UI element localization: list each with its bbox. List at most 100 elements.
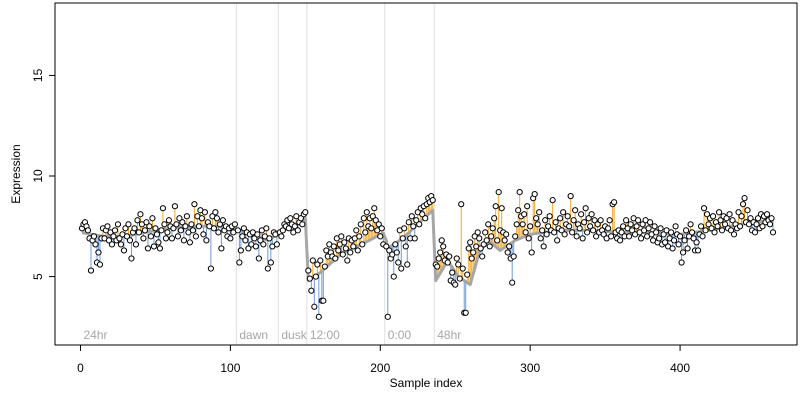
data-point [132, 241, 140, 248]
data-point [227, 235, 234, 242]
data-point [524, 203, 531, 210]
data-point [399, 235, 406, 242]
data-point [384, 313, 391, 320]
data-point [703, 211, 711, 218]
data-point [539, 227, 546, 234]
data-point [687, 221, 694, 228]
data-point [183, 213, 191, 220]
data-point [312, 273, 319, 280]
data-point [123, 233, 131, 240]
data-point [741, 195, 748, 202]
region-label: 24hr [83, 328, 107, 342]
data-point [176, 215, 183, 222]
data-point [708, 225, 715, 232]
data-point [339, 251, 346, 258]
data-point [393, 249, 400, 256]
data-point [143, 219, 150, 226]
data-point [738, 213, 745, 220]
data-point [210, 225, 217, 232]
data-point [513, 221, 520, 228]
data-point [146, 223, 153, 230]
data-point [763, 211, 771, 218]
data-point [216, 221, 223, 228]
data-point [279, 227, 286, 234]
data-point [702, 227, 709, 234]
data-point [192, 233, 200, 240]
data-point [766, 221, 774, 228]
data-point [558, 227, 565, 234]
data-point [655, 235, 663, 242]
data-point [525, 235, 532, 242]
data-point [455, 261, 462, 268]
data-point [769, 229, 777, 236]
data-point [134, 217, 141, 224]
data-point [474, 229, 481, 236]
data-point [170, 225, 177, 232]
data-point [573, 233, 580, 240]
data-point [588, 211, 595, 218]
data-point [561, 231, 568, 238]
data-point [446, 253, 453, 260]
data-point [404, 261, 411, 268]
data-point [392, 241, 399, 248]
data-point [371, 205, 378, 212]
data-point [495, 189, 502, 196]
data-point [735, 209, 742, 216]
data-point [189, 227, 197, 234]
data-point [542, 217, 549, 224]
data-point [266, 235, 273, 242]
data-points [78, 189, 777, 320]
data-point [131, 225, 138, 232]
data-point [540, 243, 547, 250]
x-tick-label: 400 [670, 361, 690, 375]
data-point [410, 223, 417, 230]
data-point [504, 249, 511, 256]
data-point [593, 233, 600, 240]
data-point [552, 219, 559, 226]
x-tick-label: 200 [370, 361, 390, 375]
data-point [207, 265, 214, 272]
data-point [179, 219, 186, 226]
data-point [372, 217, 379, 224]
data-point [236, 259, 243, 266]
data-point [608, 233, 615, 240]
data-point [188, 221, 195, 228]
data-point [440, 243, 447, 250]
data-point [554, 237, 561, 244]
data-point [467, 239, 474, 246]
data-point [416, 221, 423, 228]
data-point [152, 225, 159, 232]
data-point [347, 249, 354, 256]
data-point [611, 199, 618, 206]
data-point [438, 237, 445, 244]
data-point [477, 245, 484, 252]
data-point [669, 245, 676, 252]
region-separators [235, 3, 435, 345]
data-point [356, 233, 363, 240]
data-point [536, 209, 543, 216]
data-point [338, 233, 345, 240]
data-point [285, 225, 292, 232]
data-point [566, 223, 573, 230]
data-point [509, 279, 516, 286]
data-point [362, 229, 369, 236]
data-point [413, 217, 420, 224]
data-point [309, 257, 316, 264]
data-point [110, 233, 117, 240]
data-point [694, 247, 702, 254]
data-point [168, 235, 176, 242]
data-point [237, 247, 244, 254]
data-point [435, 255, 442, 262]
data-point [754, 215, 762, 222]
data-point [383, 243, 390, 250]
data-point [242, 237, 249, 244]
data-point [626, 233, 633, 240]
data-point [468, 255, 475, 262]
data-point [198, 215, 206, 222]
data-point [449, 269, 456, 276]
data-point [522, 229, 529, 236]
data-point [156, 245, 164, 252]
region-label: 0:00 [388, 328, 412, 342]
data-point [299, 221, 306, 228]
